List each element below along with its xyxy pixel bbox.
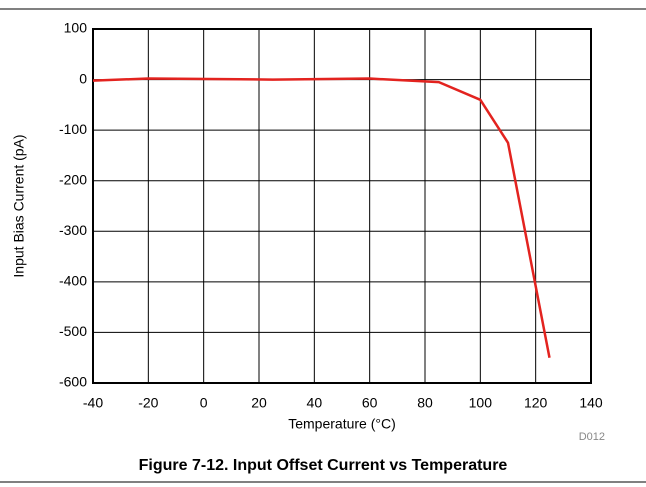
x-tick-label: 140	[579, 395, 603, 411]
x-tick-label: 0	[200, 395, 208, 411]
x-tick-label: 40	[307, 395, 323, 411]
data-line	[92, 77, 551, 358]
y-tick-label: -200	[59, 171, 87, 187]
y-tick-label: -300	[59, 222, 87, 238]
y-tick-label: -400	[59, 273, 87, 289]
y-tick-label: -100	[59, 121, 87, 137]
x-axis-label: Temperature (°C)	[288, 416, 396, 432]
x-tick-label: 80	[417, 395, 433, 411]
y-tick-label: -500	[59, 323, 87, 339]
chart-title: Figure 7-12. Input Offset Current vs Tem…	[139, 457, 508, 474]
x-tick-label: -40	[83, 395, 103, 411]
y-axis-label: Input Bias Current (pA)	[11, 134, 27, 277]
plot-border	[92, 28, 592, 384]
y-tick-label: 100	[64, 20, 88, 36]
x-tick-label: 120	[524, 395, 548, 411]
x-tick-label: 60	[362, 395, 378, 411]
annotation: D012	[579, 431, 605, 443]
x-tick-label: 100	[469, 395, 493, 411]
x-tick-label: -20	[138, 395, 158, 411]
y-tick-label: 0	[79, 70, 87, 86]
y-tick-label: -600	[59, 374, 87, 390]
x-tick-label: 20	[251, 395, 267, 411]
